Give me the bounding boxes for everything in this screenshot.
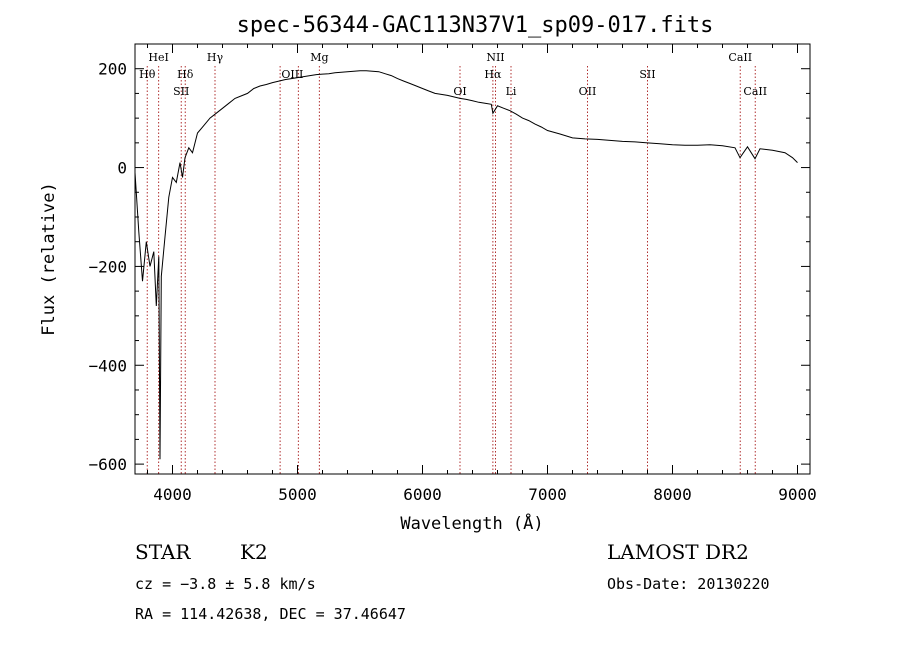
x-tick-label: 5000 xyxy=(278,485,317,504)
observation-date: Obs-Date: 20130220 xyxy=(607,575,770,593)
y-tick-label: 0 xyxy=(117,159,127,178)
y-axis-label: Flux (relative) xyxy=(39,182,59,336)
y-axis-ticks: 200 0 −200 −400 −600 xyxy=(88,60,810,474)
x-tick-label: 9000 xyxy=(778,485,817,504)
plot-frame xyxy=(134,43,811,475)
line-marker-label: Hγ xyxy=(207,51,224,64)
line-marker-label: HeI xyxy=(148,51,168,64)
redshift-cz: cz = −3.8 ± 5.8 km/s xyxy=(135,575,316,593)
y-tick-label: −400 xyxy=(88,356,127,375)
line-marker-label: Mg xyxy=(310,51,328,64)
y-tick-label: −200 xyxy=(88,257,127,276)
line-marker-label: Hα xyxy=(484,68,502,81)
x-tick-label: 6000 xyxy=(403,485,442,504)
line-marker-label: SII xyxy=(173,85,189,98)
y-tick-label: −600 xyxy=(88,455,127,474)
x-tick-label: 4000 xyxy=(153,485,192,504)
line-marker-label: Hθ xyxy=(139,68,156,81)
line-marker-label: SII xyxy=(639,68,655,81)
x-axis-label: Wavelength (Å) xyxy=(400,512,543,534)
line-marker-label: NII xyxy=(486,51,504,64)
line-marker-label: Hδ xyxy=(177,68,194,81)
line-marker-label: OII xyxy=(579,85,597,98)
line-marker-label: CaII xyxy=(743,85,767,98)
spectrum-series xyxy=(134,70,798,460)
x-tick-label: 7000 xyxy=(528,485,567,504)
chart-title: spec-56344-GAC113N37V1_sp09-017.fits xyxy=(237,13,714,38)
x-tick-label: 8000 xyxy=(653,485,692,504)
y-tick-label: 200 xyxy=(98,60,127,79)
spectrum-line xyxy=(134,70,798,460)
line-marker-label: CaII xyxy=(728,51,752,64)
object-type: STAR xyxy=(135,540,191,564)
line-marker-label: OI xyxy=(453,85,466,98)
line-marker-label: OIII xyxy=(281,68,303,81)
coordinates: RA = 114.42638, DEC = 37.46647 xyxy=(135,605,406,623)
survey-name: LAMOST DR2 xyxy=(607,540,749,564)
object-subclass: K2 xyxy=(240,540,268,564)
line-markers: Hθ HeI Hδ SII Hγ OIII Mg OI NII Hα Li OII SII CaII CaI… xyxy=(139,51,767,474)
x-axis-ticks: 4000 5000 6000 7000 8000 9000 xyxy=(147,44,817,504)
line-marker-label: Li xyxy=(506,85,517,98)
